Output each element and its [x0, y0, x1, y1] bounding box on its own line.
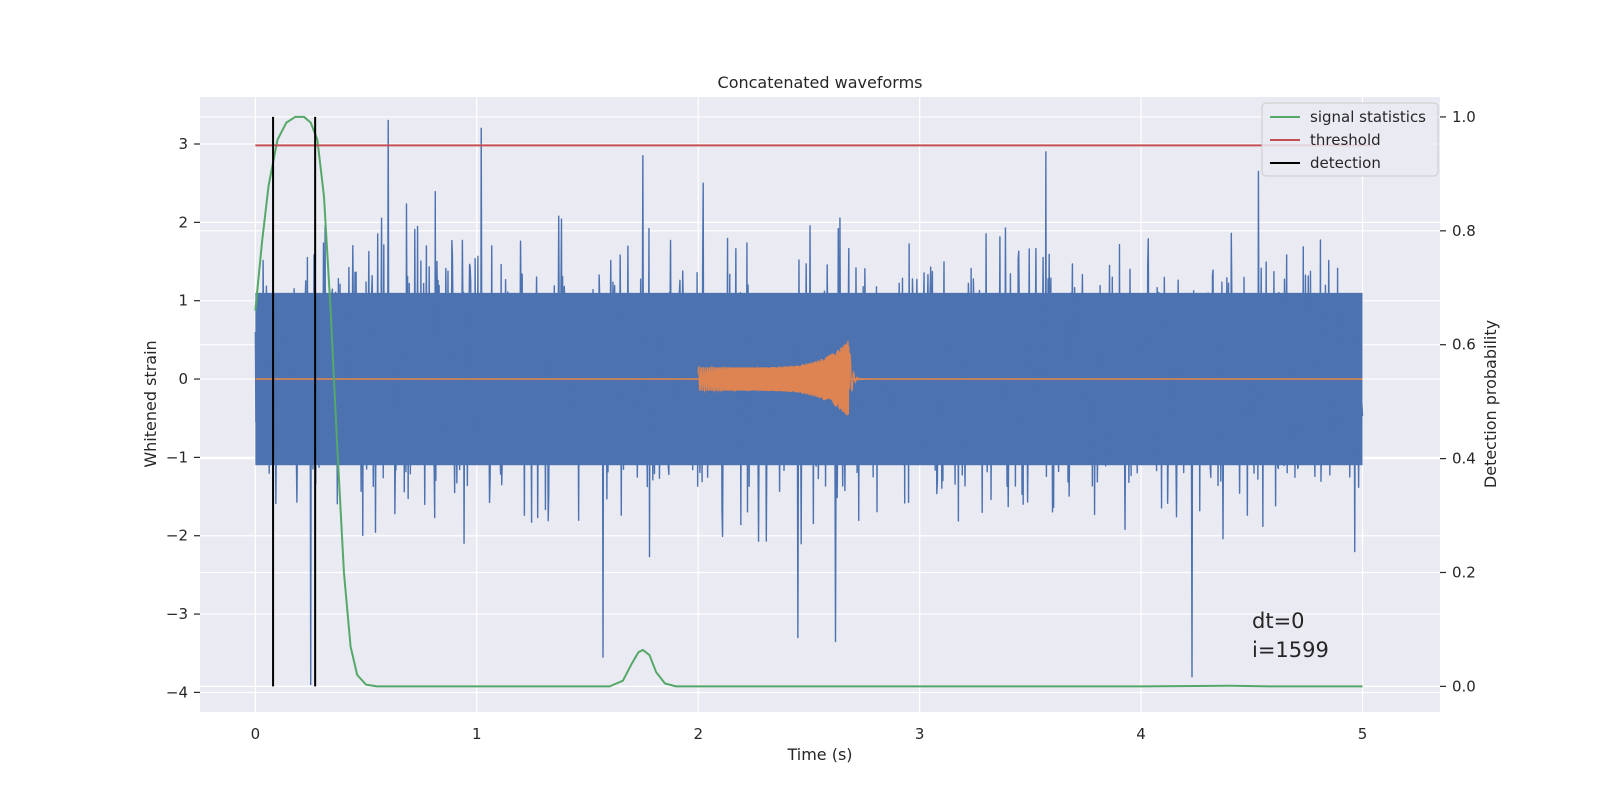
x-tick-label: 0: [251, 725, 261, 743]
series-layer: [254, 115, 1374, 688]
legend-label: signal statistics: [1310, 108, 1426, 126]
legend-label: threshold: [1310, 131, 1381, 149]
chirp-series: [255, 340, 1363, 416]
y2-tick-label: 0.0: [1452, 677, 1476, 695]
annotation-dt: dt=0: [1252, 609, 1305, 633]
x-tick-label: 5: [1358, 725, 1368, 743]
y-tick-label: −3: [166, 605, 188, 623]
x-tick-label: 4: [1136, 725, 1146, 743]
y-tick-label: 0: [178, 370, 188, 388]
x-tick-label: 1: [472, 725, 482, 743]
y-axis-label: Whitened strain: [141, 340, 160, 467]
y2-axis-label: Detection probability: [1481, 320, 1500, 488]
y-tick-label: −1: [166, 448, 188, 466]
legend: signal statistics threshold detection: [1261, 102, 1439, 177]
y2-tick-label: 0.2: [1452, 563, 1476, 581]
axes-layer: 0 1 2 3 4 5 −4 −3 −2 −1 0 1 2 3 0.0 0.2 0.4 0.6 0.8 1.0: [166, 108, 1476, 743]
y-tick-label: 3: [178, 135, 188, 153]
legend-label: detection: [1310, 154, 1381, 172]
signal-statistics-line: [254, 115, 1363, 688]
y2-tick-label: 0.8: [1452, 222, 1476, 240]
x-tick-label: 2: [693, 725, 703, 743]
y-tick-label: 2: [178, 213, 188, 231]
y-tick-label: 1: [178, 292, 188, 310]
y-tick-label: −2: [166, 527, 188, 545]
y-tick-label: −4: [166, 683, 188, 701]
legend-box: [1261, 102, 1439, 177]
x-axis-label: Time (s): [786, 745, 852, 764]
y2-tick-label: 0.6: [1452, 336, 1476, 354]
chirp-line: [697, 340, 867, 416]
x-tick-label: 3: [915, 725, 925, 743]
y2-tick-label: 1.0: [1452, 108, 1476, 126]
annotation-i: i=1599: [1252, 638, 1329, 662]
chart-title: Concatenated waveforms: [718, 73, 923, 92]
y2-tick-label: 0.4: [1452, 450, 1476, 468]
